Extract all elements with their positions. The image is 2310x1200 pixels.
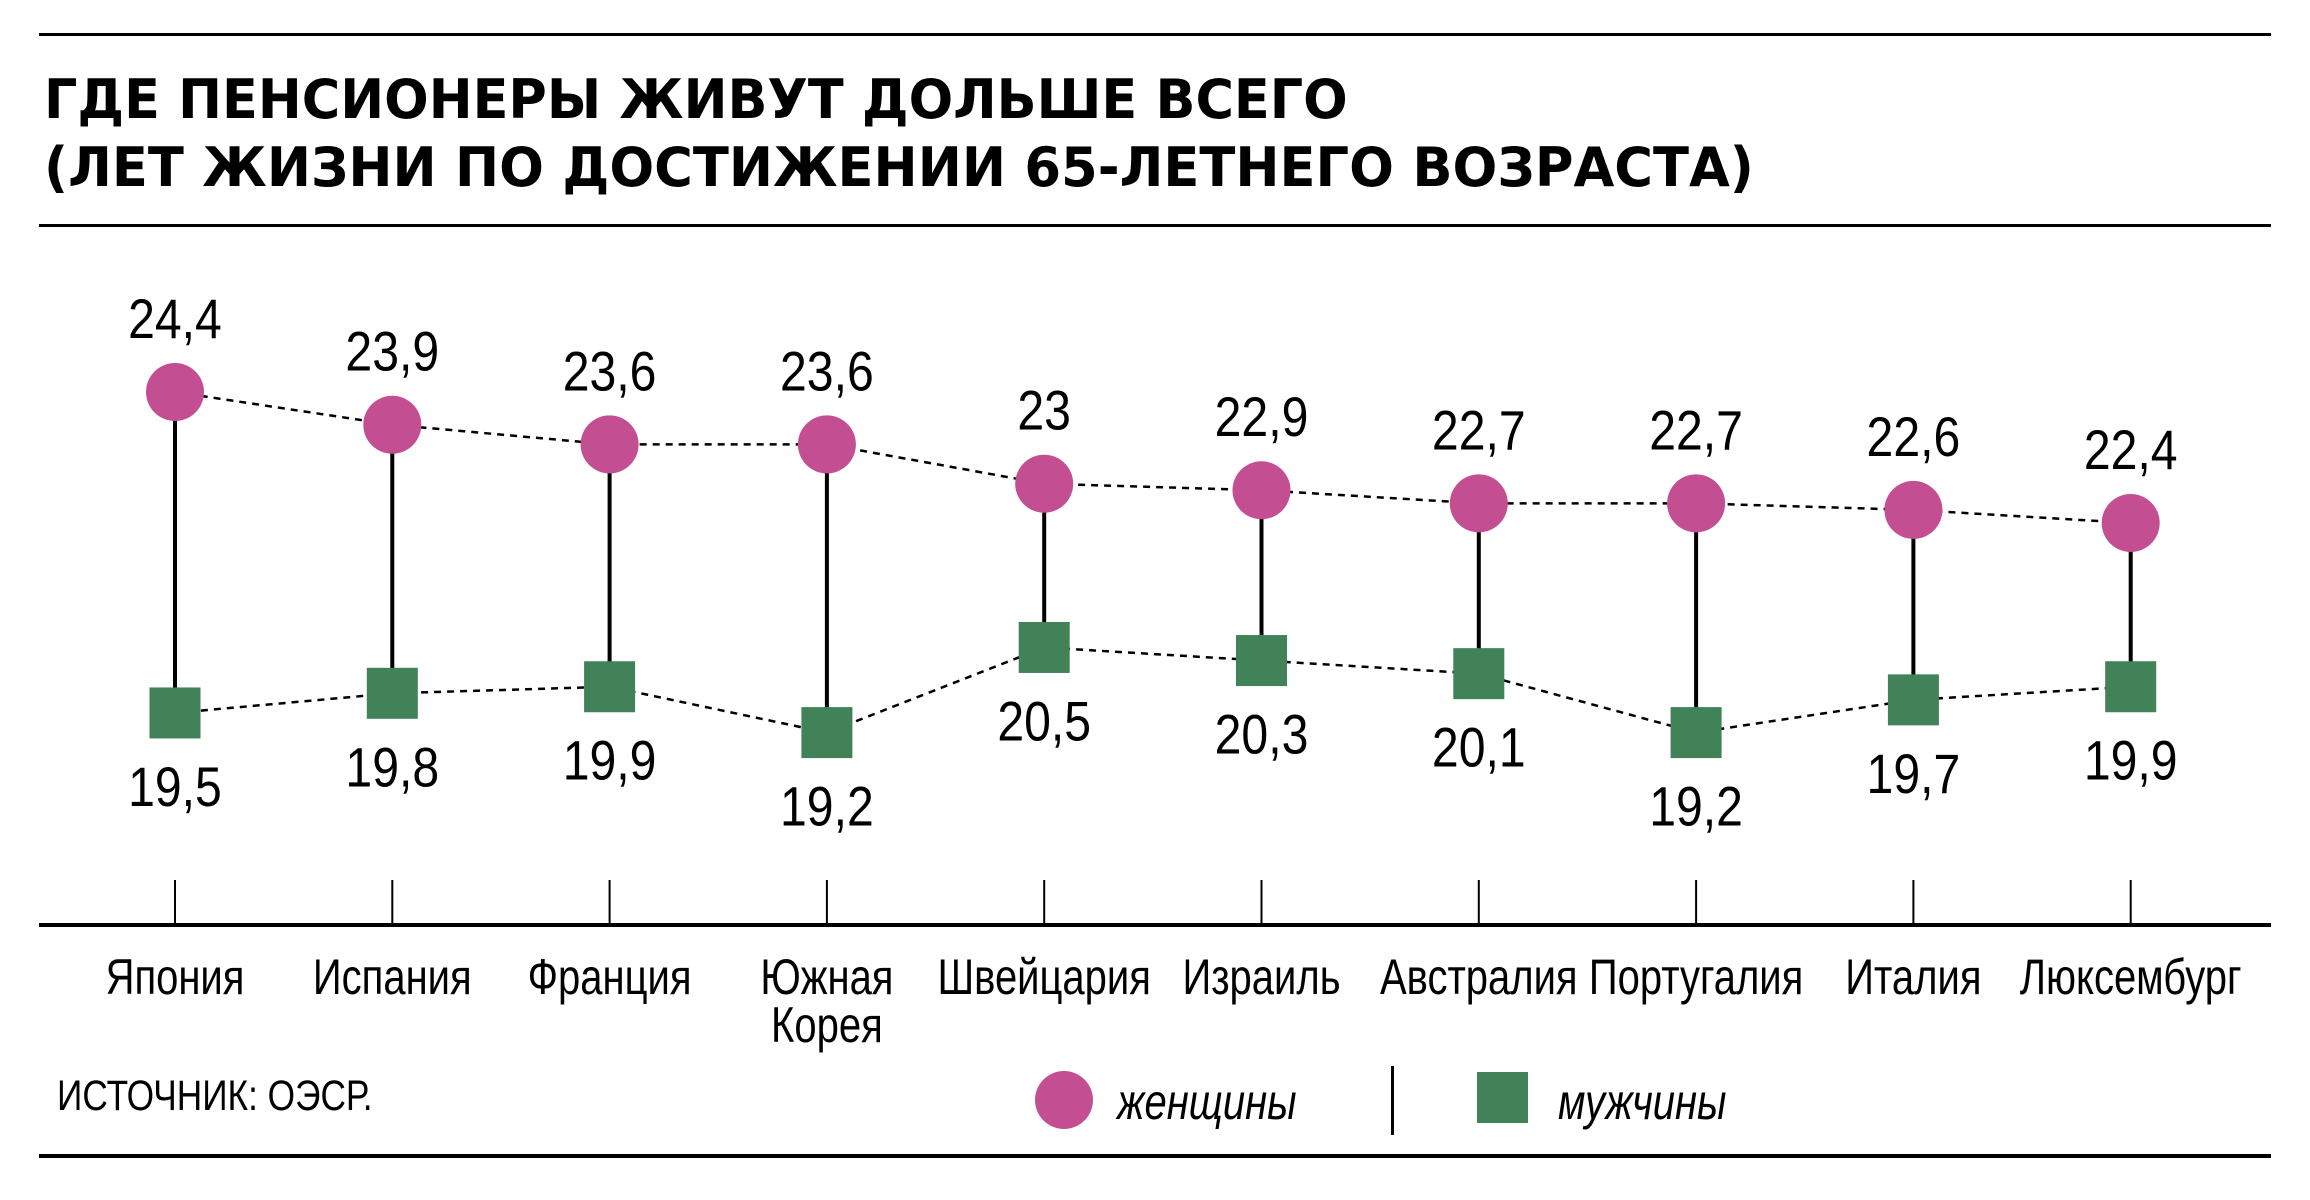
women-marker-circle-icon bbox=[2101, 494, 2160, 552]
men-value-label: 20,1 bbox=[1432, 717, 1526, 779]
category-label: Испания bbox=[313, 949, 472, 1005]
data-markers bbox=[146, 363, 2160, 759]
category-label: Корея bbox=[771, 997, 883, 1053]
women-value-label: 23 bbox=[1017, 380, 1071, 442]
men-marker-square-icon bbox=[584, 661, 636, 713]
men-value-label: 19,9 bbox=[563, 730, 657, 792]
x-axis bbox=[39, 880, 2271, 927]
men-value-label: 20,5 bbox=[997, 691, 1091, 753]
women-value-label: 22,6 bbox=[1867, 407, 1961, 469]
category-label: Израиль bbox=[1182, 949, 1340, 1005]
men-value-label: 19,2 bbox=[780, 776, 874, 838]
men-marker-square-icon bbox=[1670, 707, 1722, 759]
men-value-label: 19,8 bbox=[345, 737, 439, 799]
source-note: ИСТОЧНИК: ОЭСР. bbox=[57, 1072, 373, 1120]
category-label: Франция bbox=[528, 949, 692, 1005]
chart-title-line-2: (ЛЕТ ЖИЗНИ ПО ДОСТИЖЕНИИ 65-ЛЕТНЕГО ВОЗР… bbox=[44, 136, 1754, 199]
category-label: Италия bbox=[1845, 949, 1981, 1005]
women-value-label: 23,9 bbox=[345, 321, 439, 383]
men-value-label: 20,3 bbox=[1215, 704, 1309, 766]
women-value-label: 22,7 bbox=[1432, 400, 1526, 462]
women-marker-circle-icon bbox=[1232, 461, 1291, 520]
men-value-label: 19,2 bbox=[1649, 776, 1743, 838]
men-marker-square-icon bbox=[2105, 661, 2157, 713]
women-marker-circle-icon bbox=[1015, 454, 1074, 513]
women-value-label: 22,9 bbox=[1215, 387, 1309, 449]
men-marker-square-icon bbox=[366, 667, 418, 719]
men-marker-square-icon bbox=[1018, 621, 1070, 673]
men-marker-square-icon bbox=[149, 687, 201, 739]
legend-men-label: мужчины bbox=[1558, 1074, 1727, 1130]
bottom-rule bbox=[39, 1154, 2271, 1158]
women-dashed-trend-line bbox=[174, 390, 2131, 525]
connector-lines bbox=[173, 392, 2133, 733]
men-marker-square-icon bbox=[1236, 635, 1287, 687]
legend-divider bbox=[1391, 1066, 1394, 1135]
category-label: Австралия bbox=[1380, 949, 1578, 1005]
value-labels: 24,4 19,5 23,9 19,8 23,6 19,9 23,6 19,2 23 20,5 22… bbox=[128, 289, 2177, 839]
women-marker-circle-icon bbox=[363, 395, 422, 454]
men-value-label: 19,9 bbox=[2084, 730, 2178, 792]
men-marker-square-icon bbox=[1453, 648, 1505, 700]
title-divider-rule bbox=[39, 224, 2271, 227]
women-marker-circle-icon bbox=[580, 415, 639, 474]
category-label: Япония bbox=[106, 949, 245, 1005]
women-marker-circle-icon bbox=[146, 363, 204, 421]
men-marker-square-icon bbox=[801, 707, 853, 759]
legend-women-circle-icon bbox=[1035, 1071, 1093, 1129]
men-marker-square-icon bbox=[1887, 674, 1939, 726]
women-marker-circle-icon bbox=[797, 415, 856, 474]
women-marker-circle-icon bbox=[1884, 480, 1943, 539]
women-trend-line bbox=[174, 390, 2131, 525]
women-value-label: 23,6 bbox=[780, 341, 874, 403]
category-label: Южная bbox=[760, 949, 893, 1005]
women-value-label: 22,7 bbox=[1649, 400, 1743, 462]
men-value-label: 19,7 bbox=[1867, 744, 1961, 806]
men-dashed-trend-line bbox=[174, 646, 2131, 734]
women-marker-circle-icon bbox=[1449, 474, 1508, 533]
women-value-label: 24,4 bbox=[128, 289, 222, 351]
category-label: Люксембург bbox=[2020, 949, 2242, 1005]
top-rule bbox=[39, 33, 2271, 36]
legend-women-label: женщины bbox=[1117, 1074, 1297, 1130]
legend-men-square-icon bbox=[1477, 1072, 1528, 1123]
women-marker-circle-icon bbox=[1667, 474, 1726, 533]
men-value-label: 19,5 bbox=[128, 757, 222, 819]
women-value-label: 23,6 bbox=[563, 341, 657, 403]
category-label: Швейцария bbox=[937, 949, 1150, 1005]
category-label: Португалия bbox=[1589, 949, 1803, 1005]
women-value-label: 22,4 bbox=[2084, 420, 2178, 482]
men-trend-line bbox=[174, 646, 2131, 734]
chart-title-line-1: ГДЕ ПЕНСИОНЕРЫ ЖИВУТ ДОЛЬШЕ ВСЕГО bbox=[44, 68, 1348, 131]
